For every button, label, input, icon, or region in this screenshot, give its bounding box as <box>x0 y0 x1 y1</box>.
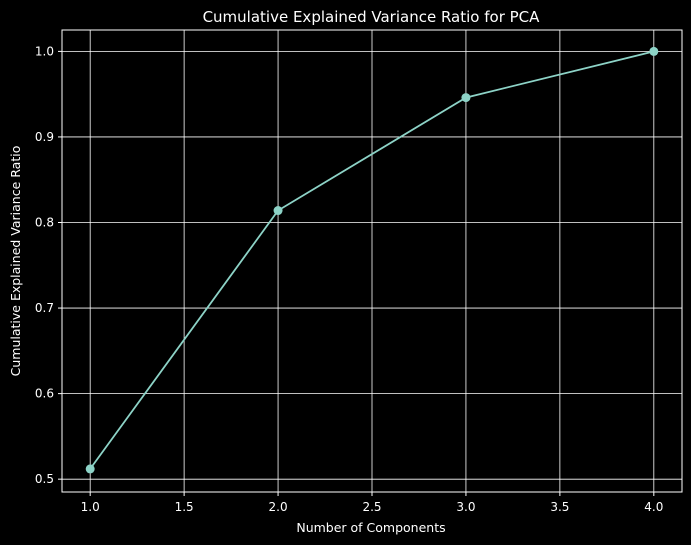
y-tick-label: 1.0 <box>35 44 54 58</box>
x-tick-label: 2.0 <box>269 500 288 514</box>
y-tick-label: 0.8 <box>35 216 54 230</box>
data-point <box>649 46 659 56</box>
y-tick-label: 0.5 <box>35 472 54 486</box>
x-tick-label: 1.5 <box>175 500 194 514</box>
series-layer <box>85 46 659 474</box>
chart-title: Cumulative Explained Variance Ratio for … <box>203 8 541 26</box>
y-axis-label: Cumulative Explained Variance Ratio <box>8 146 23 377</box>
y-axis: 0.5 0.6 0.7 0.8 0.9 1.0 <box>35 44 62 486</box>
grid <box>62 30 682 492</box>
x-tick-label: 3.5 <box>550 500 569 514</box>
data-point <box>85 464 95 474</box>
series-line <box>89 50 655 470</box>
data-point <box>273 206 283 216</box>
x-axis: 1.0 1.5 2.0 2.5 3.0 3.5 4.0 <box>81 492 663 514</box>
x-tick-label: 3.0 <box>456 500 475 514</box>
y-tick-label: 0.7 <box>35 301 54 315</box>
y-tick-label: 0.6 <box>35 387 54 401</box>
y-tick-label: 0.9 <box>35 130 54 144</box>
x-tick-label: 1.0 <box>81 500 100 514</box>
data-point <box>461 93 471 103</box>
x-tick-label: 2.5 <box>362 500 381 514</box>
x-axis-label: Number of Components <box>296 520 445 535</box>
x-tick-label: 4.0 <box>644 500 663 514</box>
